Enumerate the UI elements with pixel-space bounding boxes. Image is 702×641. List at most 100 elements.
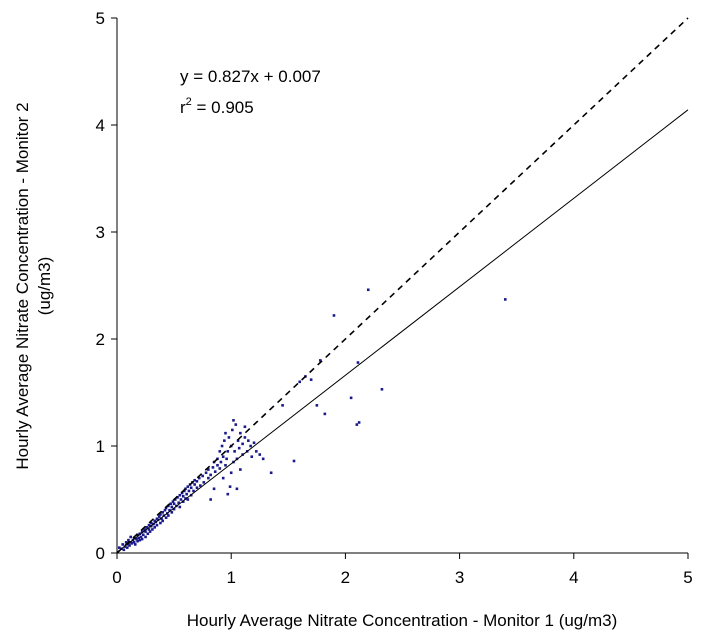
data-point: [117, 546, 121, 549]
data-point: [181, 500, 185, 503]
data-point: [318, 359, 322, 362]
data-point: [163, 508, 167, 512]
data-point: [233, 450, 236, 453]
data-point: [193, 478, 196, 482]
data-point: [255, 450, 258, 453]
data-point: [225, 457, 228, 461]
data-point: [366, 288, 370, 292]
data-point: [207, 468, 210, 471]
data-point: [227, 436, 231, 439]
regression-line: [116, 109, 689, 553]
y-tick-label: 2: [96, 330, 105, 349]
data-point: [243, 425, 247, 429]
data-point: [146, 532, 150, 536]
data-point: [237, 446, 241, 450]
data-point: [147, 523, 151, 527]
data-point: [187, 489, 191, 493]
data-point: [132, 541, 136, 544]
data-point: [197, 476, 201, 480]
data-point: [185, 492, 188, 496]
data-point: [250, 455, 254, 458]
data-point: [151, 528, 154, 531]
data-point: [143, 528, 146, 531]
data-point: [258, 453, 262, 456]
data-point: [209, 498, 212, 501]
data-point: [141, 533, 145, 537]
y-tick-label: 3: [96, 223, 105, 242]
x-tick-label: 4: [569, 568, 578, 587]
data-point: [315, 404, 319, 407]
data-point: [247, 439, 250, 442]
data-point: [161, 519, 164, 523]
data-point: [177, 501, 180, 505]
data-point: [223, 439, 226, 442]
x-tick-label: 0: [112, 568, 121, 587]
data-point: [213, 470, 217, 473]
data-point: [155, 523, 159, 527]
data-point: [138, 532, 142, 536]
y-axis-title-line1: Hourly Average Nitrate Concentration - M…: [13, 102, 32, 469]
data-point: [231, 428, 234, 432]
data-point: [220, 444, 224, 448]
data-point: [153, 526, 156, 529]
data-point: [148, 530, 152, 533]
data-point: [125, 546, 129, 549]
data-point: [224, 463, 227, 467]
data-point: [211, 466, 215, 469]
data-point: [121, 543, 125, 546]
y-tick-label: 1: [96, 437, 105, 456]
data-point: [292, 459, 296, 463]
data-point: [171, 500, 175, 503]
data-point: [133, 543, 137, 546]
x-axis-title: Hourly Average Nitrate Concentration - M…: [187, 611, 618, 630]
data-point: [179, 498, 183, 501]
data-point: [349, 396, 353, 400]
data-point: [181, 494, 185, 498]
data-point: [226, 450, 230, 453]
data-point: [147, 528, 151, 531]
data-point: [239, 431, 242, 435]
data-point: [234, 423, 238, 426]
y-tick-label: 4: [96, 116, 105, 135]
r-squared-value: = 0.905: [192, 98, 254, 117]
data-point: [218, 467, 222, 470]
data-point: [144, 535, 147, 539]
data-point: [169, 502, 172, 506]
regression-equation: y = 0.827x + 0.007: [180, 67, 321, 86]
data-point: [239, 468, 242, 471]
data-point: [207, 476, 210, 480]
identity-line: [116, 17, 689, 554]
data-point: [157, 515, 161, 518]
data-point: [137, 536, 140, 540]
x-tick-label: 2: [341, 568, 350, 587]
x-tick-label: 5: [683, 568, 692, 587]
data-point: [241, 442, 244, 446]
data-point: [122, 548, 126, 552]
data-point: [192, 489, 195, 493]
r-squared-label: r2 = 0.905: [180, 96, 254, 117]
data-point: [124, 541, 128, 544]
data-point: [309, 378, 313, 381]
data-point: [144, 530, 147, 533]
y-tick-label: 0: [96, 544, 105, 563]
data-point: [221, 476, 225, 480]
y-axis-title-line2: (ug/m3): [35, 257, 54, 316]
data-point: [145, 526, 148, 529]
data-point: [199, 484, 202, 487]
data-point: [243, 436, 247, 439]
data-point: [195, 486, 199, 490]
data-point: [178, 493, 182, 497]
tick-labels: 0 1 2 3 4 5 0 1 2 3 4 5: [96, 9, 693, 587]
data-point: [332, 314, 336, 317]
data-point: [130, 542, 134, 545]
data-point: [202, 481, 206, 484]
data-point: [269, 471, 273, 475]
data-point: [172, 502, 176, 506]
data-point: [128, 544, 131, 547]
data-point: [355, 423, 359, 426]
data-point: [186, 485, 190, 488]
data-point: [249, 444, 252, 448]
data-point: [219, 460, 223, 464]
